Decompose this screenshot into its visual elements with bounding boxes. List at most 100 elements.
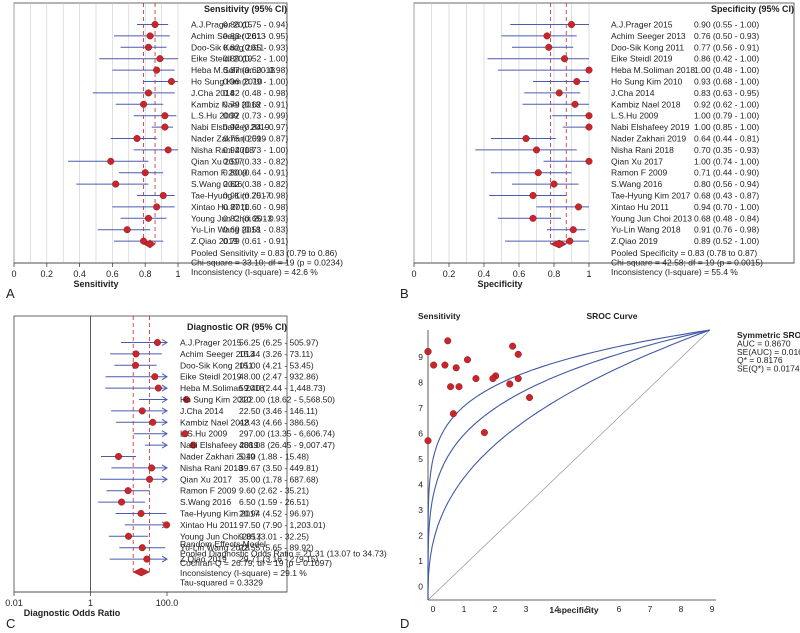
panel-A-pooled-diamond [143,239,156,249]
panel-A-summary-line: Inconsistency (I-square) = 42.6 % [191,267,318,277]
panel-C-ci-label: 48.00 (2.47 - 932.86) [239,372,319,382]
panel-A-ci-label: 0.96 (0.79 - 1.00) [223,77,288,87]
panel-B-point [573,77,581,85]
panel-B-point [585,112,593,120]
panel-B-ci-label: 0.64 (0.44 - 0.81) [694,134,759,144]
panel-D-y-tick-label: 6 [418,429,423,439]
panel-A-study-label: Nader Zakhari 2019 [191,134,266,144]
panel-D-sroc-ci-curve [427,329,711,600]
panel-B-tick-label: 0 [411,269,416,279]
panel-D-study-point [452,364,460,372]
panel-D-x-tick-label: 4 [555,604,560,614]
panel-A-study-label: Doo-Sik Kong 2011 [191,42,264,52]
panel-B-ci-label: 0.70 (0.35 - 0.93) [694,145,759,155]
panel-C-point [146,475,154,483]
panel-D-y-label: Sensitivity [418,311,461,321]
panel-B-study-label: Eike Steidl 2019 [611,54,673,64]
panel-C-study-label: L.S.Hu 2009 [180,429,228,439]
panel-C-point [131,361,139,369]
panel-A-point [153,203,161,211]
panel-D-study-point [506,380,514,388]
panel-C-point [132,350,140,358]
panel-C-point [138,544,146,552]
panel-B-study-label: L.S.Hu 2009 [611,111,659,121]
panel-C-ci-arrow [161,407,168,415]
panel-A-tick-label: 0 [11,269,16,279]
panel-B-study-label: Young Jun Choi 2013 [611,213,692,223]
panel-C-study-label: Heba M.Soliman 2018 [180,383,264,393]
panel-C-ci-arrow [161,396,168,403]
panel-D-study-point [449,410,457,418]
panel-A-ci-label: 0.79 (0.61 - 0.91) [223,236,288,246]
panel-B-study-label: Xintao Hu 2011 [611,202,669,212]
panel-C-point [149,418,157,426]
panel-A-ci-label: 0.91 (0.75 - 0.98) [223,191,288,201]
panel-A-point [123,226,131,234]
panel-B-ci-label: 0.90 (0.55 - 1.00) [694,20,759,30]
panel-C-point [118,498,126,506]
panel-A-study-label: Heba M.Soliman 2018 [191,65,275,75]
panel-C-study-label: Ramon F 2009 [180,486,236,496]
panel-C-ci-label: 56.25 (6.25 - 505.97) [239,338,319,348]
panel-A-ci-label: 0.86 (0.75 - 0.94) [223,20,288,30]
panel-D-study-point [526,394,534,402]
panel-A-point [167,77,175,85]
panel-B-point [550,180,558,188]
panel-D-legend-line: Q* = 0.8176 [737,355,783,365]
panel-B-study-label: Qian Xu 2017 [611,156,663,166]
panel-A-point [164,146,172,154]
panel-D-x-tick-label: 0 [431,604,436,614]
panel-D-study-point [447,383,455,391]
panel-C-study-label: Nisha Rani 2018 [180,463,243,473]
panel-D-x-tick-label: 3 [524,604,529,614]
panel-B-point [529,191,537,199]
panel-letter-D: D [400,616,409,631]
panel-D-y-tick-label: 4 [418,480,423,490]
panel-B-ci-label: 0.89 (0.52 - 1.00) [694,236,759,246]
panel-letter-B: B [400,286,409,301]
panel-A-x-label: Sensitivity [73,279,118,289]
panel-C-ci-label: 59.40 (2.44 - 1,448.73) [239,383,326,393]
panel-C-summary-line: Cochran-Q = 26.79; df = 19 (p = 0.1097) [180,558,332,568]
panel-C-title: Diagnostic OR (95% CI) [187,322,287,332]
panel-B-ci-label: 0.92 (0.62 - 1.00) [694,99,759,109]
panel-D-diagonal [427,329,711,601]
panel-D-legend-line: SE(Q*) = 0.0174 [737,364,800,374]
panel-C-ci-label: 5.40 (1.88 - 15.48) [239,452,309,462]
panel-A-ci-label: 0.82 (0.65 - 0.93) [223,213,288,223]
panel-C-study-label: Young Jun Choi 2013 [180,531,261,541]
panel-A-study-label: Xintao Hu 2011 [191,202,249,212]
panel-B-title: Specificity (95% CI) [711,4,794,14]
panel-D-y-tick-label: 7 [418,403,423,413]
panel-A-ci-label: 0.87 (0.60 - 0.98) [223,202,288,212]
panel-A-tick-label: 0.6 [106,269,119,279]
panel-A-study-label: Kambiz Nael 2018 [191,99,261,109]
panel-C-study-label: Yu-Lin Wang 2018 [180,543,250,553]
panel-B-tick-label: 0.2 [443,269,456,279]
panel-C-study-label: J.Cha 2014 [180,406,224,416]
panel-A-ci-label: 0.82 (0.48 - 0.98) [223,88,288,98]
panel-A-tick-label: 0.2 [41,269,54,279]
panel-C-study-label: S.Wang 2016 [180,497,231,507]
panel-A-study-label: Tae-Hyung Kim 2017 [191,191,271,201]
panel-A-point [144,43,152,51]
panel-A-ci-label: 0.92 (0.73 - 0.99) [223,111,288,121]
panel-A-tick-label: 1 [175,269,180,279]
panel-B-study-label: A.J.Prager 2015 [611,20,673,30]
panel-A-point [107,157,115,165]
panel-C-ci-label: 15.44 (3.26 - 73.11) [239,349,313,359]
panel-B-study-label: Nisha Rani 2018 [611,145,674,155]
panel-D-x-label: 1-specificity [549,605,598,615]
panel-C-ci-arrow [161,418,168,426]
panel-C-ci-arrow [161,430,168,438]
panel-B-point [533,146,541,154]
panel-C-ci-label: 22.55 (5.65 - 89.92) [239,543,314,553]
panel-D-study-point [509,342,517,350]
panel-A-ci-label: 0.75 (0.59 - 0.87) [223,134,288,144]
panel-C-ci-label: 488.08 (26.45 - 9,007.47) [239,440,335,450]
panel-B-study-label: S.Wang 2016 [611,179,662,189]
panel-A-study-label: Yu-Lin Wang 2018 [191,225,261,235]
panel-C-point [115,452,123,460]
panel-A-point [133,134,141,142]
